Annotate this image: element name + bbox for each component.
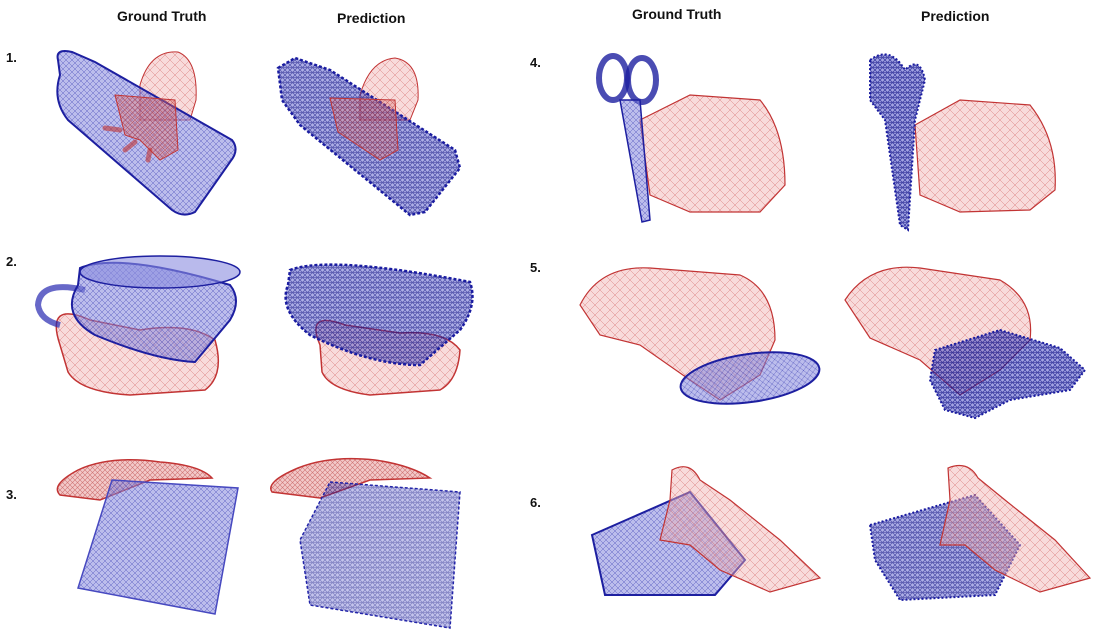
row-5-ground-truth-mesh (579, 267, 821, 405)
row-3-ground-truth-mesh (56, 459, 239, 615)
row-1-ground-truth-mesh (56, 50, 237, 216)
row-4-prediction-mesh (869, 53, 1056, 232)
row-label-3: 3. (6, 487, 17, 502)
row-3-prediction-mesh (270, 457, 461, 629)
row-4-ground-truth-mesh (596, 53, 786, 223)
header-ground-truth-right: Ground Truth (632, 6, 722, 22)
row-2-ground-truth-mesh (34, 255, 241, 396)
row-6-ground-truth-mesh (590, 466, 822, 596)
row-label-4: 4. (530, 55, 541, 70)
header-prediction-right: Prediction (921, 8, 990, 24)
row-label-5: 5. (530, 260, 541, 275)
row-1-prediction-mesh (276, 56, 462, 217)
row-label-1: 1. (6, 50, 17, 65)
row-label-6: 6. (530, 495, 541, 510)
row-6-prediction-mesh (868, 465, 1092, 602)
header-ground-truth-left: Ground Truth (117, 8, 207, 24)
row-5-prediction-mesh (844, 266, 1087, 420)
header-prediction-left: Prediction (337, 10, 406, 26)
row-2-prediction-mesh (284, 263, 474, 396)
row-label-2: 2. (6, 254, 17, 269)
